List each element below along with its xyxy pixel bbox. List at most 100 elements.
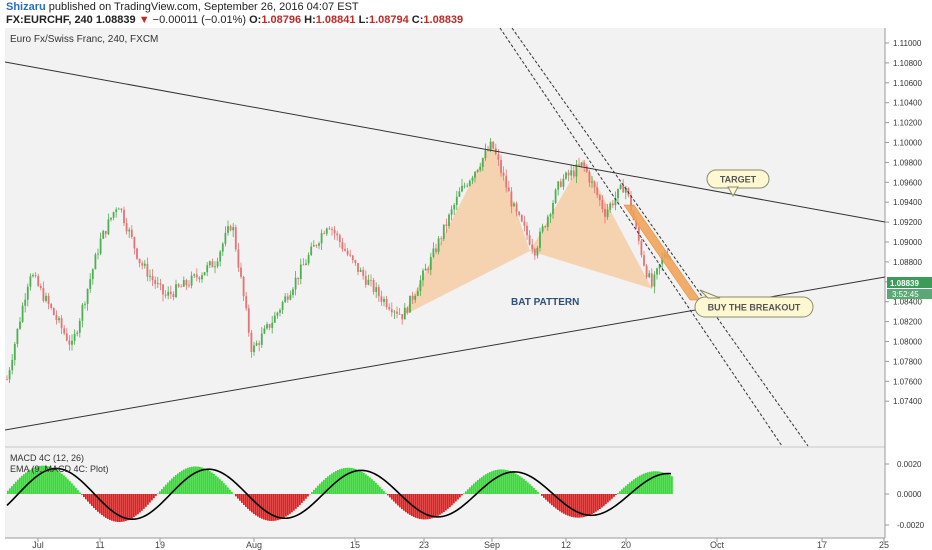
macd-bar — [103, 494, 105, 517]
candle-body — [331, 229, 333, 230]
candle-body — [260, 333, 263, 345]
candle-body — [593, 181, 596, 188]
price-tick-label: 1.09200 — [893, 218, 922, 227]
bat-pattern — [403, 141, 652, 316]
macd-bar — [399, 494, 401, 508]
dashed-line-2[interactable] — [511, 27, 809, 447]
time-tick-label: Jul — [32, 540, 44, 550]
dashed-line-1[interactable] — [499, 27, 783, 447]
price-tick-label: 1.08000 — [893, 338, 922, 347]
macd-bar — [535, 489, 537, 494]
price-tick-label: 1.08800 — [893, 258, 922, 267]
macd-bar — [491, 471, 493, 494]
macd-bar — [589, 494, 591, 516]
candle-body — [58, 318, 60, 321]
macd-bar — [63, 475, 65, 494]
macd-bar — [225, 485, 227, 494]
macd-bar — [543, 494, 545, 498]
macd-bar — [669, 475, 671, 494]
time-tick-label: 20 — [621, 540, 631, 550]
candle-body — [606, 209, 609, 217]
macd-bar — [67, 479, 69, 494]
upper-trendline[interactable] — [4, 61, 886, 223]
price-tag-label: 1.08839 — [890, 279, 919, 288]
macd-bar — [467, 489, 469, 494]
macd-bar — [371, 479, 373, 494]
macd-bar — [545, 494, 547, 500]
candle-body — [619, 184, 622, 189]
price-tick-label: 1.10200 — [893, 119, 922, 128]
candle-body — [440, 238, 443, 240]
macd-bar — [205, 468, 207, 494]
author-name[interactable]: Shizaru — [6, 1, 46, 13]
candle-body — [461, 185, 463, 192]
candle-body — [422, 270, 424, 281]
price-axis[interactable]: 1.11000 1.10800 1.10600 1.10400 1.10200 1.100… — [885, 39, 922, 406]
macd-bar — [251, 494, 253, 513]
macd-bar — [187, 467, 189, 494]
macd-bar — [439, 494, 441, 515]
macd-bar — [71, 483, 73, 494]
candle-body — [255, 343, 258, 346]
candle-body — [104, 230, 107, 235]
candle-body — [370, 279, 372, 281]
macd-bar — [443, 494, 445, 512]
macd-bar — [109, 494, 111, 520]
macd-bar — [13, 483, 15, 494]
candle-body — [284, 296, 287, 303]
candle-body — [73, 333, 76, 341]
candle-body — [357, 263, 359, 272]
macd-bar — [457, 494, 459, 500]
candle-body — [520, 215, 523, 222]
bat-pattern-leg-xab — [403, 141, 530, 316]
macd-bar — [585, 494, 587, 517]
candle-body — [450, 209, 453, 215]
price-tick-label: 1.09000 — [893, 238, 922, 247]
candle-body — [502, 172, 505, 176]
candle-body — [453, 204, 456, 210]
macd-bar — [87, 494, 89, 502]
macd-bar — [343, 468, 345, 494]
candle-body — [169, 291, 172, 294]
macd-pane-bg — [5, 448, 885, 538]
candle-body — [338, 235, 341, 243]
candle-body — [541, 226, 544, 232]
macd-bar — [633, 479, 635, 494]
candle-body — [271, 322, 274, 328]
macd-bar — [275, 494, 277, 521]
macd-bar — [603, 494, 605, 506]
candle-body — [429, 256, 432, 270]
macd-bar — [73, 485, 75, 494]
macd-bar — [609, 494, 611, 501]
candle-body — [585, 166, 588, 172]
candle-body — [396, 311, 398, 314]
macd-bar — [361, 471, 363, 494]
macd-bar — [401, 494, 403, 510]
macd-bar — [99, 494, 101, 514]
candle-body — [507, 187, 510, 192]
candle-body — [565, 172, 567, 179]
candle-body — [588, 171, 591, 183]
macd-bar — [477, 479, 479, 494]
macd-bar — [265, 494, 267, 521]
candle-body — [115, 209, 118, 213]
macd-bar — [429, 494, 431, 519]
candle-body — [110, 217, 112, 220]
candle-body — [640, 240, 643, 256]
candle-body — [55, 315, 58, 321]
macd-bar — [417, 494, 419, 519]
down-arrow-icon: ▼ — [138, 14, 150, 26]
candle-body — [515, 203, 518, 212]
candle-body — [154, 279, 157, 285]
macd-bar — [21, 475, 23, 494]
macd-bar — [385, 493, 387, 494]
macd-bar — [185, 468, 187, 494]
macd-bar — [117, 494, 119, 522]
time-axis[interactable]: Jul 11 19 Aug 15 23 Sep 12 20 Oct 17 25 — [32, 538, 889, 550]
candle-body — [645, 265, 648, 278]
candle-body — [65, 333, 68, 341]
candle-body — [229, 226, 232, 231]
candle-body — [39, 285, 42, 288]
macd-bar — [347, 467, 349, 494]
